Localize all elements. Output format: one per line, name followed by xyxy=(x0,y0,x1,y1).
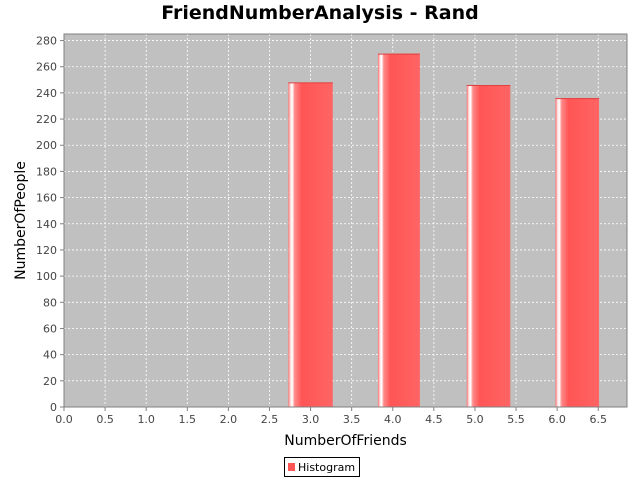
plot-area xyxy=(64,34,627,407)
histogram-bar xyxy=(466,85,511,407)
legend-swatch xyxy=(288,463,295,471)
y-tick-label: 60 xyxy=(43,322,57,335)
x-tick-label: 6.0 xyxy=(548,413,566,426)
histogram-bar xyxy=(377,53,420,407)
y-tick-label: 160 xyxy=(36,192,57,205)
x-tick-label: 1.5 xyxy=(179,413,197,426)
y-tick-label: 20 xyxy=(43,375,57,388)
chart-title: FriendNumberAnalysis - Rand xyxy=(161,2,479,24)
x-tick-label: 0.0 xyxy=(55,413,73,426)
grid-lines xyxy=(64,34,627,407)
x-tick-label: 4.0 xyxy=(384,413,402,426)
y-tick-label: 100 xyxy=(36,270,57,283)
x-tick-label: 2.0 xyxy=(220,413,238,426)
legend-label: Histogram xyxy=(298,460,356,474)
y-tick-label: 80 xyxy=(43,296,57,309)
y-tick-label: 140 xyxy=(36,218,57,231)
plot-border xyxy=(63,33,628,408)
histogram-bar xyxy=(555,98,600,407)
histogram-bar xyxy=(288,82,333,407)
y-tick-label: 240 xyxy=(36,87,57,100)
y-axis-label: NumberOfPeople xyxy=(13,161,29,280)
x-axis-label: NumberOfFriends xyxy=(284,433,407,449)
x-tick-label: 4.5 xyxy=(425,413,443,426)
y-tick-label: 200 xyxy=(36,139,57,152)
y-tick-label: 0 xyxy=(50,401,57,414)
x-tick-label: 5.0 xyxy=(466,413,484,426)
x-tick-label: 3.5 xyxy=(343,413,361,426)
x-tick-label: 0.5 xyxy=(96,413,114,426)
y-tick-label: 260 xyxy=(36,61,57,74)
y-tick-label: 120 xyxy=(36,244,57,257)
y-tick-label: 180 xyxy=(36,165,57,178)
legend: Histogram xyxy=(284,457,361,477)
x-tick-label: 5.5 xyxy=(507,413,525,426)
axes: 0.0 0.5 1.0 1.5 2.0 2.5 3.0 3.5 4.0 4.5 5.0 5.5 6.0 6… xyxy=(36,35,607,426)
y-tick-label: 280 xyxy=(36,35,57,48)
x-tick-label: 6.5 xyxy=(589,413,607,426)
x-tick-label: 1.0 xyxy=(137,413,155,426)
y-tick-label: 220 xyxy=(36,113,57,126)
x-tick-label: 3.0 xyxy=(302,413,320,426)
bars xyxy=(288,53,600,407)
y-tick-label: 40 xyxy=(43,349,57,362)
x-tick-label: 2.5 xyxy=(261,413,279,426)
